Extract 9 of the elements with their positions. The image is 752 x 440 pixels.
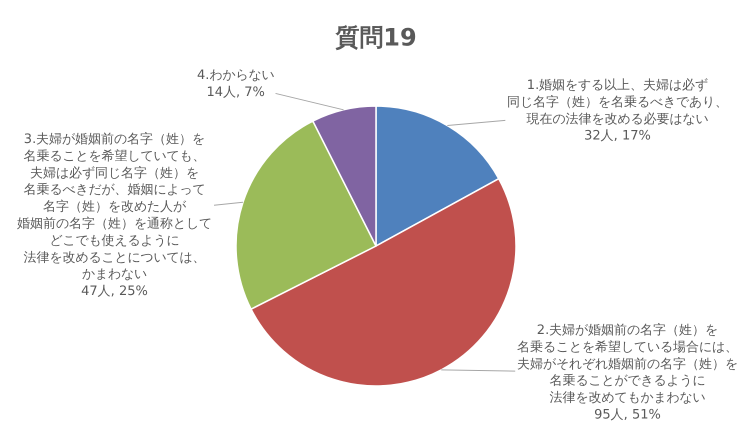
slice-label: 1.婚姻をする以上、夫婦は必ず同じ名字（姓）を名乗るべきであり、現在の法律を改める必要はない [507, 78, 728, 127]
data-label: 32人, 17% [584, 128, 651, 144]
data-label: 95人, 51% [594, 408, 661, 422]
chart-title: 質問19 [334, 23, 417, 52]
category-label: 3.夫婦が婚姻前の名字（姓）を名乗ることを希望していても、夫婦は必ず同じ名字（姓）を名乗るべきだが、婚姻によって名字（姓）を改めた人が婚姻前の名字（姓）を通称としてどこでも使えるように法律を改めることについては、かまわない [17, 132, 212, 282]
slice-label: 2.夫婦が婚姻前の名字（姓）を名乗ることを希望している場合には、夫婦がそれぞれ婚姻前の名字（姓）を名乗ることができるように法律を改めてもかまわない [517, 322, 738, 406]
data-label: 47人, 25% [81, 284, 148, 300]
data-label: 14人, 7% [206, 84, 265, 100]
slice-label: 4.わからない [197, 68, 274, 83]
